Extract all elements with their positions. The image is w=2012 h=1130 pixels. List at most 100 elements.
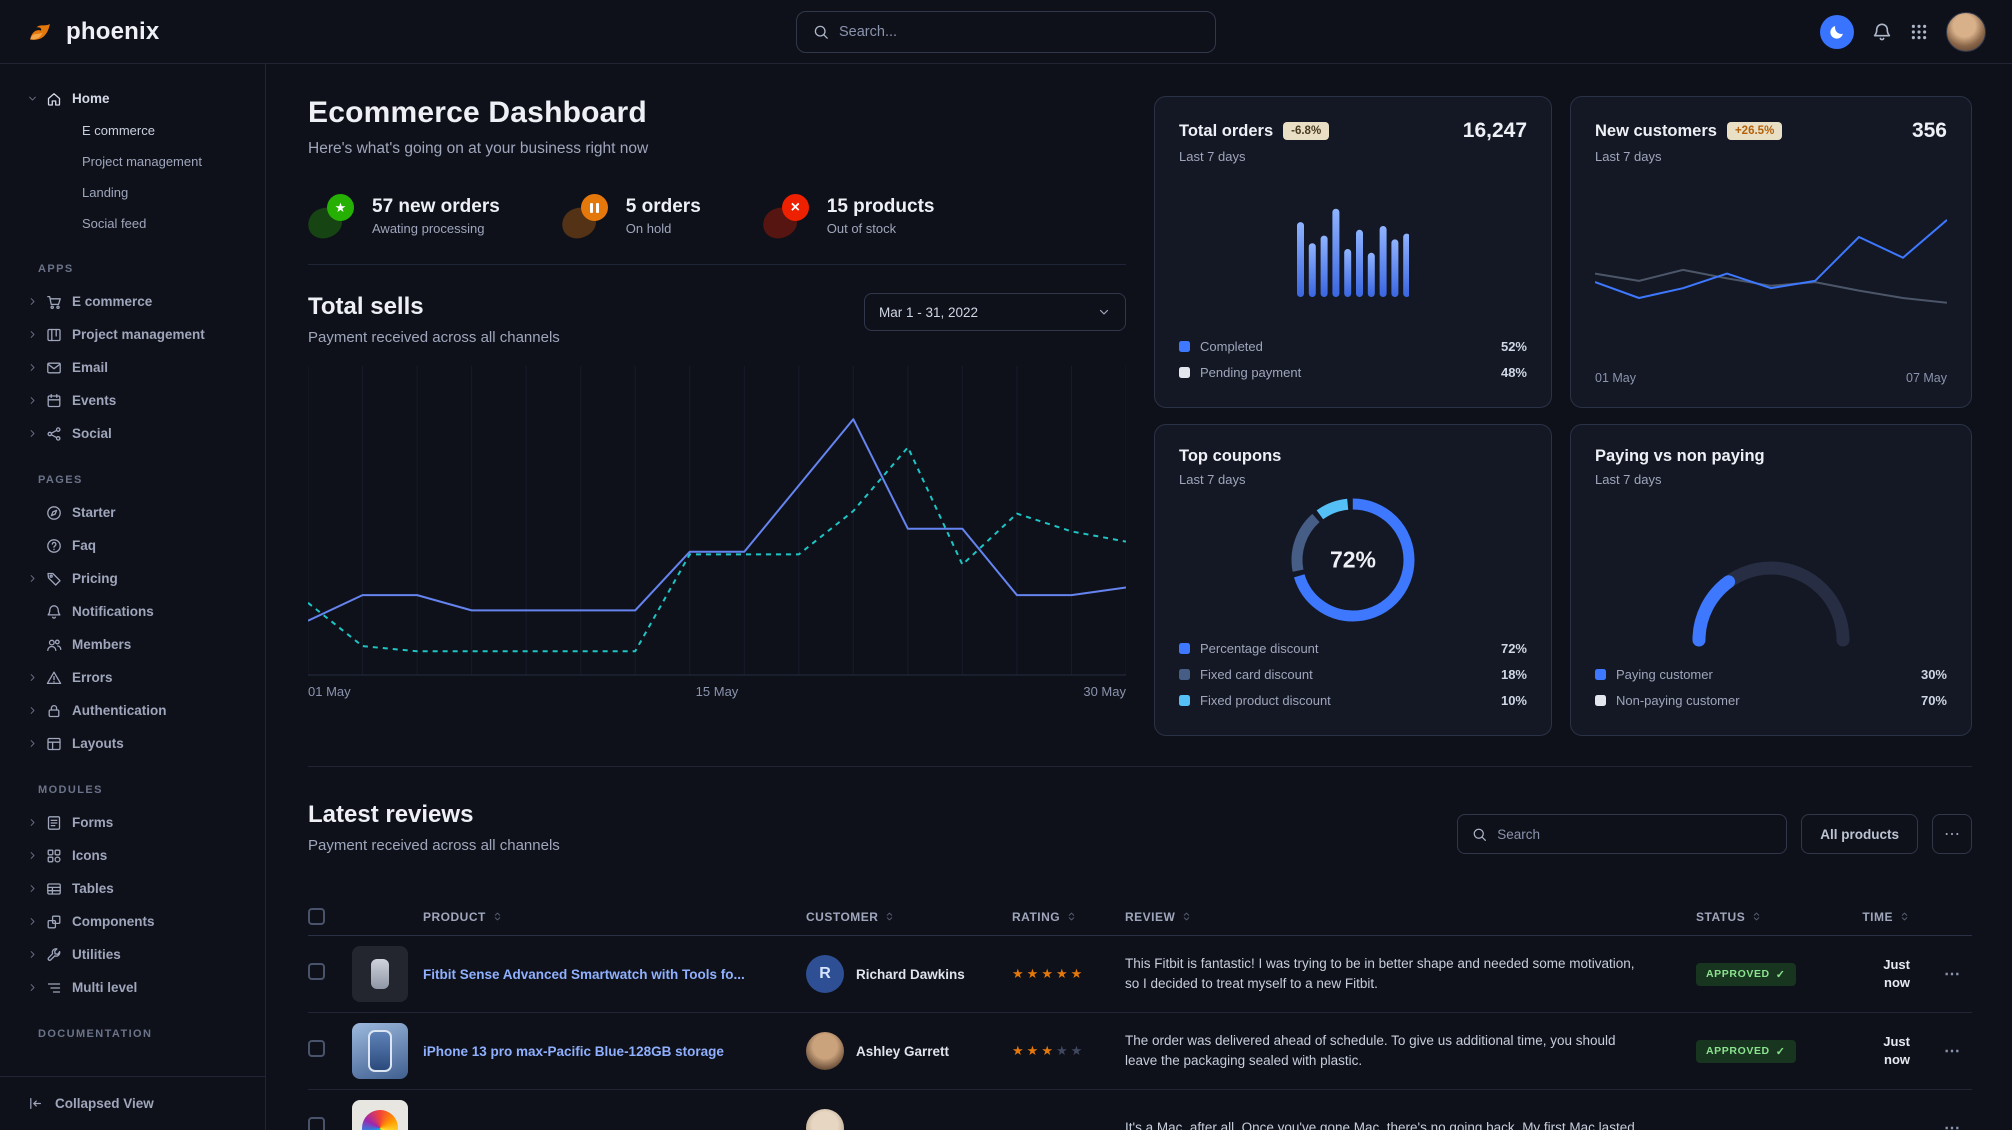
reviews-search[interactable] [1457, 814, 1788, 854]
sidebar-item-members[interactable]: Members [0, 628, 265, 661]
card-period: Last 7 days [1595, 472, 1662, 487]
sidebar-item-label: Members [72, 637, 132, 652]
sidebar-subitem-social-feed[interactable]: Social feed [82, 216, 147, 231]
sidebar-section-label-pages: PAGES [38, 474, 83, 486]
sidebar-item-events[interactable]: Events [0, 384, 265, 417]
sidebar-item-tables[interactable]: Tables [0, 872, 265, 905]
global-search[interactable] [796, 10, 1216, 53]
sidebar-item-project-management[interactable]: Project management [0, 318, 265, 351]
x-axis-label: 30 May [1083, 684, 1126, 699]
date-range-select[interactable]: Mar 1 - 31, 2022 [864, 293, 1126, 331]
sidebar-section-label-modules: MODULES [38, 784, 103, 796]
form-icon [46, 815, 62, 831]
brand[interactable]: phoenix [26, 17, 159, 47]
row-actions-button[interactable]: ⋯ [1944, 966, 1960, 983]
legend-label: Non-paying customer [1616, 692, 1740, 708]
paying-gauge-chart [1595, 487, 1947, 659]
total-orders-value: 16,247 [1462, 119, 1527, 142]
sidebar-item-label: Components [72, 914, 155, 929]
sidebar-nav: Home E commerce Project management Landing S… [0, 64, 265, 1076]
sidebar-item-authentication[interactable]: Authentication [0, 694, 265, 727]
mail-icon [46, 360, 62, 376]
column-header-time[interactable]: TIME [1862, 910, 1932, 924]
search-input[interactable] [839, 23, 1199, 40]
notifications-bell-icon[interactable] [1872, 22, 1892, 42]
row-checkbox[interactable] [308, 1117, 325, 1130]
row-actions-button[interactable]: ⋯ [1944, 1043, 1960, 1060]
layout-icon [46, 736, 62, 752]
legend-value: 52% [1500, 338, 1527, 354]
x-icon: × [760, 194, 811, 242]
collapse-sidebar-button[interactable]: Collapsed View [0, 1076, 265, 1130]
customer-name: Ashley Garrett [856, 1043, 950, 1059]
row-checkbox[interactable] [308, 1040, 325, 1057]
caret-right-icon [27, 329, 38, 340]
help-icon [46, 538, 62, 554]
sidebar-item-social[interactable]: Social [0, 417, 265, 450]
sidebar-item-label: Home [72, 91, 110, 106]
sidebar-item-multi-level[interactable]: Multi level [0, 971, 265, 1004]
product-link[interactable]: iPhone 13 pro max-Pacific Blue-128GB sto… [423, 1043, 724, 1059]
legend-label: Fixed card discount [1200, 666, 1313, 682]
caret-right-icon [27, 705, 38, 716]
sidebar-item-pricing[interactable]: Pricing [0, 562, 265, 595]
reviews-search-input[interactable] [1497, 826, 1773, 842]
column-header-customer[interactable]: CUSTOMER [806, 910, 1012, 924]
sidebar-item-label: Pricing [72, 571, 118, 586]
legend-item-percentage-discount: Percentage discount 72% [1179, 635, 1527, 661]
new-customers-line-chart [1595, 164, 1947, 371]
sidebar-item-label: Icons [72, 848, 108, 863]
sort-icon [1899, 911, 1910, 922]
customer-name: Richard Dawkins [856, 966, 965, 982]
sidebar-item-e-commerce[interactable]: E commerce [0, 285, 265, 318]
dashboard-top-section: Ecommerce Dashboard Here's what's going … [305, 64, 1972, 767]
sidebar-item-forms[interactable]: Forms [0, 806, 265, 839]
sidebar-subitem-project-management[interactable]: Project management [82, 154, 202, 169]
sidebar-subitem-e-commerce[interactable]: E commerce [82, 123, 155, 138]
legend-label: Paying customer [1616, 666, 1713, 682]
row-actions-button[interactable]: ⋯ [1944, 1120, 1960, 1130]
caret-right-icon [27, 573, 38, 584]
sidebar-item-starter[interactable]: Starter [0, 496, 265, 529]
lock-icon [46, 703, 62, 719]
product-thumbnail [352, 946, 408, 1002]
sidebar-item-email[interactable]: Email [0, 351, 265, 384]
caret-right-icon [27, 916, 38, 927]
sidebar-item-faq[interactable]: Faq [0, 529, 265, 562]
sidebar-item-layouts[interactable]: Layouts [0, 727, 265, 760]
sidebar-subitem-landing[interactable]: Landing [82, 185, 129, 200]
all-products-button[interactable]: All products [1801, 814, 1918, 854]
sidebar-item-home[interactable]: Home [0, 82, 265, 115]
sidebar-item-notifications[interactable]: Notifications [0, 595, 265, 628]
reviews-more-button[interactable]: ⋯ [1932, 814, 1972, 854]
sidebar: Home E commerce Project management Landing S… [0, 64, 266, 1130]
total-sells-subtitle: Payment received across all channels [308, 329, 560, 346]
column-header-product[interactable]: PRODUCT [352, 910, 806, 924]
legend-swatch [1179, 340, 1190, 352]
sidebar-item-icons[interactable]: Icons [0, 839, 265, 872]
caret-right-icon [27, 982, 38, 993]
select-all-checkbox[interactable] [308, 908, 325, 925]
legend-swatch [1595, 694, 1606, 706]
row-checkbox[interactable] [308, 963, 325, 980]
sidebar-item-errors[interactable]: Errors [0, 661, 265, 694]
share-icon [46, 426, 62, 442]
theme-toggle-button[interactable] [1820, 14, 1854, 49]
customer-avatar: R [806, 955, 844, 993]
sidebar-item-components[interactable]: Components [0, 905, 265, 938]
sidebar-item-utilities[interactable]: Utilities [0, 938, 265, 971]
column-header-review[interactable]: REVIEW [1125, 910, 1696, 924]
column-header-status[interactable]: STATUS [1696, 910, 1863, 924]
latest-reviews-title: Latest reviews [308, 801, 474, 828]
product-link[interactable]: Fitbit Sense Advanced Smartwatch with To… [423, 966, 745, 982]
kanban-icon [46, 327, 62, 343]
sidebar-item-label: Social [72, 426, 112, 441]
column-header-rating[interactable]: RATING [1012, 910, 1125, 924]
apps-grid-icon[interactable] [1910, 23, 1928, 41]
legend-label: Pending payment [1200, 364, 1302, 380]
user-avatar[interactable] [1946, 11, 1986, 52]
card-title: Total orders [1179, 121, 1274, 140]
caret-right-icon [27, 738, 38, 749]
alert-icon [46, 670, 62, 686]
stat-value: 5 orders [625, 196, 701, 217]
